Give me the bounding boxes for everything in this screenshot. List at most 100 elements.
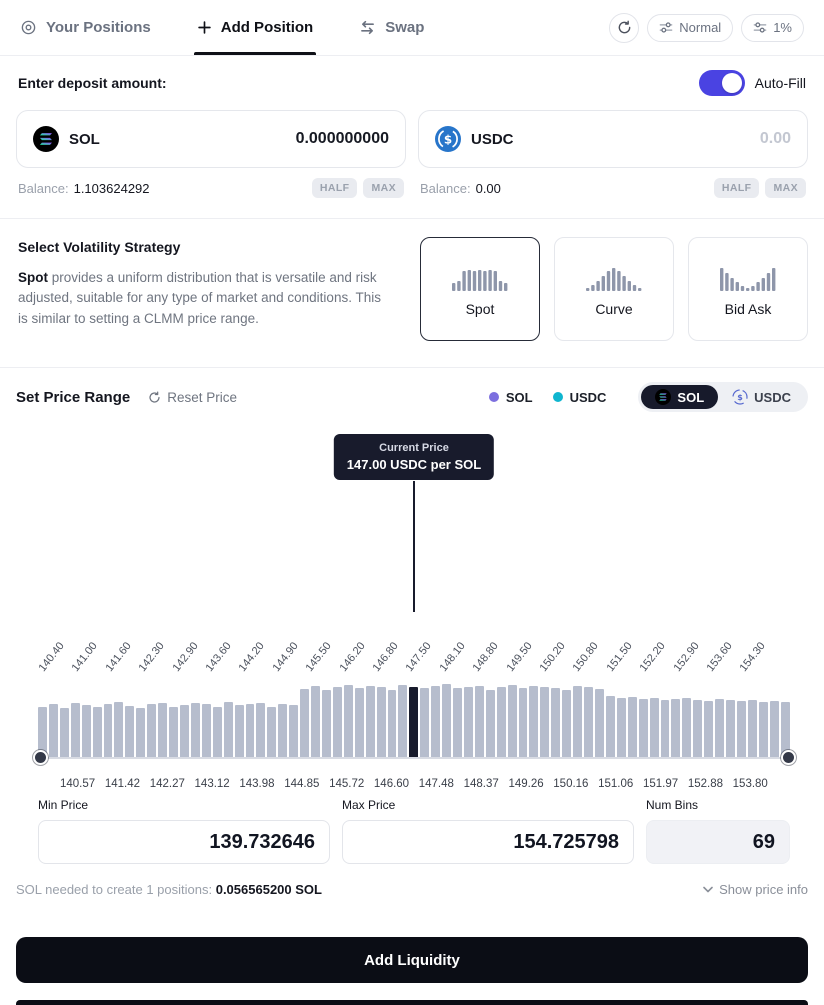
tab-label: Your Positions <box>46 19 151 36</box>
price-bin <box>387 690 397 757</box>
strategy-card-spot[interactable]: Spot <box>420 237 540 341</box>
slider-tick-label: 151.06 <box>598 778 634 790</box>
price-range-title: Set Price Range <box>16 388 131 406</box>
x-axis-tick-label: 144.20 <box>236 640 268 674</box>
price-bin <box>660 700 670 757</box>
price-bin <box>507 685 517 757</box>
header-actions: Normal 1% <box>609 0 804 55</box>
section-divider <box>0 367 824 368</box>
quote-toggle-usdc[interactable]: $ USDC <box>718 385 805 409</box>
price-bin <box>540 687 550 757</box>
priority-fee-label: Normal <box>679 20 722 35</box>
x-axis-tick-label: 154.30 <box>737 640 769 674</box>
tab-label: Add Position <box>220 19 314 36</box>
price-bin <box>38 707 47 757</box>
active-price-bin <box>409 687 419 757</box>
price-bin <box>48 704 58 757</box>
price-bin <box>649 698 659 757</box>
usdc-deposit-card: $ USDC <box>418 110 808 168</box>
note-prefix: SOL needed to create 1 positions: <box>16 882 216 897</box>
min-price-box <box>38 820 330 864</box>
price-bin <box>59 708 69 757</box>
x-axis-labels: 140.40 141.00 141.60 142.30 142.90 143.60 144.… <box>37 610 790 676</box>
sol-half-button[interactable]: HALF <box>311 178 358 198</box>
x-axis-tick-label: 150.20 <box>537 640 568 674</box>
slider-tick-label: 142.27 <box>149 778 185 790</box>
tab-swap[interactable]: Swap <box>359 0 424 55</box>
strategy-card-curve[interactable]: Curve <box>554 237 674 341</box>
deposit-section: Enter deposit amount: Auto-Fill SOL $ US… <box>0 56 824 218</box>
tab-your-positions[interactable]: Your Positions <box>20 0 151 55</box>
price-bin <box>595 689 604 757</box>
price-bin <box>463 687 473 757</box>
price-bin <box>354 688 364 757</box>
price-bin <box>103 704 113 757</box>
usdc-max-button[interactable]: MAX <box>765 178 806 198</box>
legend-label: SOL <box>505 389 533 405</box>
price-bin <box>365 686 375 757</box>
show-price-info-button[interactable]: Show price info <box>703 882 808 897</box>
max-price-label: Max Price <box>342 798 396 812</box>
quote-toggle-sol[interactable]: SOL <box>641 385 719 409</box>
usdc-logo: $ <box>435 126 461 152</box>
current-price-line <box>413 481 415 612</box>
range-handle-max[interactable] <box>781 750 796 765</box>
usdc-amount-input[interactable] <box>523 130 791 148</box>
price-bin <box>201 704 211 757</box>
reset-price-label: Reset Price <box>167 389 237 405</box>
price-bin <box>737 701 746 757</box>
sol-amount-input[interactable] <box>109 130 389 148</box>
x-axis-tick-label: 152.20 <box>637 640 668 674</box>
slider-tick-label: 145.72 <box>329 778 365 790</box>
x-axis-tick-label: 144.90 <box>270 640 301 674</box>
price-bin <box>398 685 408 757</box>
x-axis-tick-label: 150.80 <box>570 640 602 674</box>
x-axis-tick-label: 146.20 <box>337 640 368 674</box>
price-bin <box>769 701 779 757</box>
bidask-distribution-icon <box>719 261 777 291</box>
price-bin <box>562 690 572 757</box>
x-axis-tick-label: 146.80 <box>370 640 401 674</box>
x-axis-tick-label: 145.50 <box>303 640 334 674</box>
top-navigation: Your Positions Add Position Swap Normal <box>0 0 824 56</box>
price-bin <box>81 705 91 757</box>
slippage-icon <box>753 21 767 34</box>
x-axis-tick-label: 142.90 <box>170 640 201 674</box>
sol-max-button[interactable]: MAX <box>363 178 404 198</box>
num-bins-input[interactable] <box>661 830 775 854</box>
slider-tick-label: 144.85 <box>284 778 320 790</box>
positions-icon <box>20 19 37 36</box>
reset-price-button[interactable]: Reset Price <box>148 390 237 405</box>
refresh-timer-button[interactable] <box>609 12 640 43</box>
usdc-half-button[interactable]: HALF <box>713 178 760 198</box>
num-bins-label: Num Bins <box>646 798 699 812</box>
min-price-input[interactable] <box>53 830 315 854</box>
price-bin <box>234 705 244 757</box>
add-liquidity-button[interactable]: Add Liquidity <box>16 937 808 983</box>
strategy-card-bidask[interactable]: Bid Ask <box>688 237 808 341</box>
balance-label: Balance: <box>420 180 471 196</box>
x-axis-tick-label: 151.50 <box>604 640 635 674</box>
slider-tick-label: 146.60 <box>373 778 410 790</box>
slippage-button[interactable]: 1% <box>741 13 804 42</box>
price-bin <box>70 703 80 757</box>
price-bin <box>496 687 506 757</box>
max-price-input[interactable] <box>357 830 619 854</box>
autofill-toggle[interactable] <box>698 70 745 96</box>
slider-tick-label: 143.12 <box>194 778 230 790</box>
range-handle-min[interactable] <box>33 750 48 765</box>
reset-icon <box>148 391 161 404</box>
price-bin <box>169 707 178 757</box>
priority-fee-button[interactable]: Normal <box>647 13 734 42</box>
slider-tick-label: 149.26 <box>508 778 544 790</box>
price-bin <box>693 700 703 757</box>
usdc-legend-dot <box>552 392 563 402</box>
range-slider-track[interactable] <box>38 757 790 759</box>
strategy-label: Spot <box>465 301 495 317</box>
price-bin <box>442 684 452 757</box>
x-axis-tick-label: 141.60 <box>103 640 134 674</box>
tab-add-position[interactable]: Add Position <box>193 0 316 55</box>
x-axis-tick-label: 141.00 <box>69 640 101 674</box>
price-bin <box>212 707 222 757</box>
show-price-info-label: Show price info <box>719 882 808 897</box>
